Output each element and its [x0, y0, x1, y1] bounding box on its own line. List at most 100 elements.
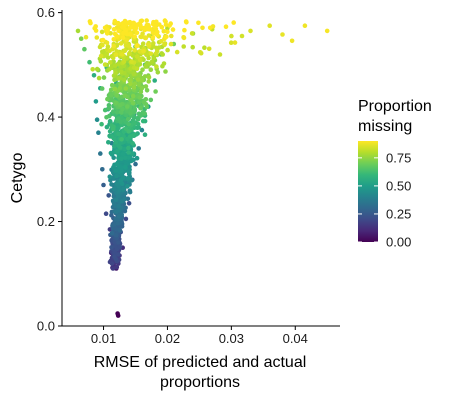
- data-point: [93, 99, 99, 104]
- y-tick-label: 0.2: [37, 214, 55, 229]
- data-point: [150, 35, 156, 40]
- data-point: [117, 102, 123, 108]
- data-point: [114, 109, 120, 115]
- data-point: [137, 57, 143, 63]
- data-point: [101, 75, 107, 80]
- data-point: [165, 47, 170, 53]
- y-axis-ticks: 0.0 0.2 0.4 0.6: [37, 5, 62, 334]
- data-point: [113, 216, 118, 222]
- data-point: [98, 53, 104, 59]
- data-point: [164, 34, 169, 39]
- data-point: [116, 125, 121, 130]
- data-point: [121, 59, 127, 65]
- data-point: [131, 85, 137, 90]
- data-point: [96, 130, 101, 135]
- data-point: [129, 157, 134, 163]
- data-point: [104, 115, 109, 120]
- data-point: [143, 64, 148, 69]
- data-point: [239, 33, 245, 39]
- data-point: [108, 31, 113, 36]
- data-point: [137, 49, 143, 54]
- data-point: [114, 173, 119, 179]
- data-point: [116, 131, 121, 137]
- x-tick-label: 0.04: [283, 331, 308, 346]
- data-point: [128, 111, 133, 116]
- data-point: [94, 35, 100, 40]
- data-point: [117, 85, 123, 91]
- colorbar-tick-label: 0.25: [386, 206, 411, 221]
- data-point: [87, 19, 93, 24]
- data-point: [120, 106, 125, 112]
- data-point: [132, 107, 138, 112]
- data-point: [158, 39, 164, 44]
- data-point: [94, 66, 100, 72]
- colorbar-tick-label: 0.75: [386, 150, 411, 165]
- data-point: [109, 245, 114, 250]
- data-point: [116, 240, 121, 245]
- data-point: [100, 167, 105, 172]
- data-point: [135, 125, 140, 130]
- data-point: [229, 33, 234, 39]
- data-point: [112, 143, 117, 149]
- data-point: [108, 92, 114, 98]
- y-tick-label: 0.6: [37, 5, 55, 20]
- data-point: [152, 78, 157, 83]
- data-point: [146, 74, 152, 80]
- data-point: [121, 186, 126, 192]
- data-point: [123, 164, 128, 170]
- data-point: [104, 124, 110, 130]
- data-point: [139, 78, 145, 83]
- data-point: [113, 232, 119, 238]
- data-point: [136, 100, 142, 105]
- data-point: [163, 19, 168, 24]
- data-point: [151, 55, 157, 61]
- data-point: [151, 19, 156, 25]
- data-point: [122, 48, 128, 53]
- data-point: [144, 88, 150, 93]
- data-point: [93, 28, 99, 33]
- data-point: [96, 75, 102, 81]
- data-point: [126, 150, 131, 155]
- data-point: [113, 70, 118, 76]
- legend-title-line-1: Proportion: [358, 98, 432, 115]
- data-point: [151, 41, 156, 46]
- data-point: [130, 100, 136, 106]
- x-axis-title-line-1: RMSE of predicted and actual: [94, 354, 307, 371]
- data-point: [111, 27, 117, 32]
- data-point: [123, 155, 128, 160]
- data-point: [99, 29, 105, 35]
- data-point: [138, 24, 144, 30]
- data-point: [138, 105, 143, 111]
- data-point: [124, 37, 130, 43]
- data-point: [134, 54, 140, 59]
- data-point: [82, 46, 87, 52]
- data-point: [111, 201, 117, 206]
- data-point: [106, 106, 112, 111]
- data-point: [116, 208, 122, 213]
- data-point: [134, 43, 140, 48]
- data-point: [118, 178, 124, 183]
- data-point: [122, 77, 127, 83]
- data-point: [126, 168, 132, 174]
- data-point: [202, 45, 207, 50]
- data-point: [181, 35, 187, 41]
- data-point: [105, 55, 111, 60]
- data-point: [100, 37, 106, 43]
- data-point: [289, 38, 295, 44]
- data-point: [112, 254, 117, 260]
- data-point: [131, 71, 137, 77]
- data-point: [78, 36, 84, 41]
- data-point: [115, 313, 121, 318]
- data-point: [141, 49, 146, 54]
- data-point: [104, 51, 110, 57]
- data-point: [181, 44, 186, 49]
- data-point: [116, 61, 121, 66]
- data-point: [104, 40, 110, 46]
- data-point: [115, 252, 121, 257]
- data-point: [153, 23, 158, 29]
- data-point: [124, 31, 130, 37]
- data-point: [143, 97, 149, 102]
- data-point: [324, 28, 330, 34]
- data-point: [134, 155, 140, 161]
